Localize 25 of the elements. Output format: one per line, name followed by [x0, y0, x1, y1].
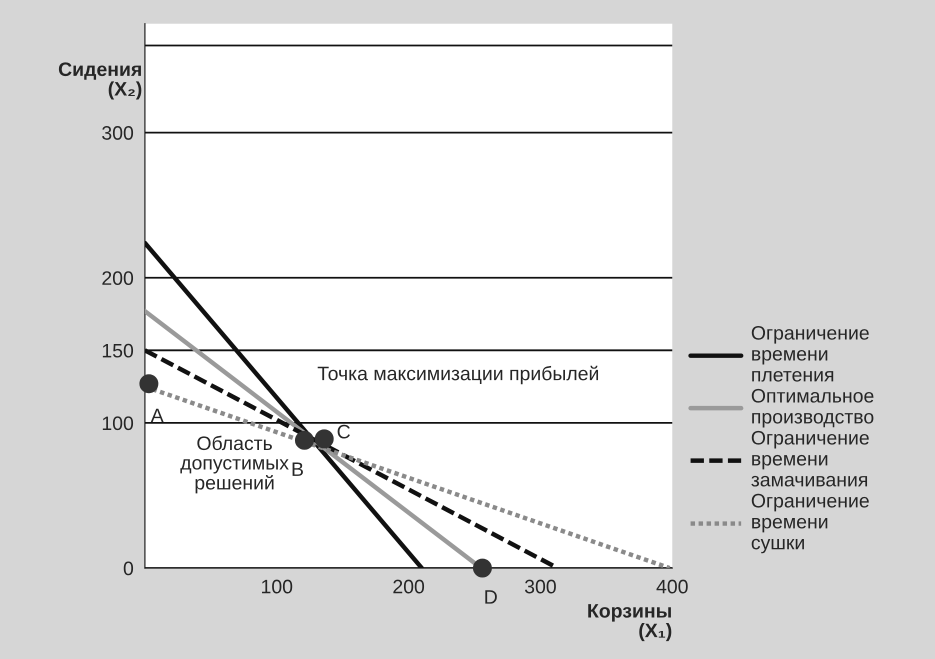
- x-tick-label: 100: [262, 580, 292, 594]
- point: [294, 430, 314, 450]
- point: [314, 429, 334, 448]
- point: [139, 374, 158, 394]
- y-tick-label: 0: [124, 562, 134, 576]
- x-axis-title: Корзины (X₁): [588, 604, 672, 642]
- annotation: A: [150, 408, 164, 422]
- y-tick-label: 200: [102, 271, 134, 285]
- annotation: Область допустимых решений: [180, 436, 289, 494]
- annotation: B: [292, 462, 303, 476]
- x-tick-label: 400: [656, 580, 688, 594]
- annotation: D: [485, 590, 497, 604]
- y-tick-label: 150: [102, 344, 134, 358]
- legend-label: Ограничение времени замачивания: [751, 430, 869, 487]
- annotation: Точка максимизации прибылей: [318, 366, 598, 384]
- y-axis-title: Сидения (X₂): [58, 62, 142, 100]
- legend-label: Ограничение времени сушки: [752, 494, 869, 554]
- legend-label: Ограничение времени плетения: [752, 326, 869, 382]
- x-tick-label: 200: [393, 580, 424, 594]
- legend-label: Оптимальное производство: [752, 388, 874, 428]
- annotation: C: [338, 424, 350, 439]
- point: [472, 558, 492, 578]
- y-tick-label: 100: [102, 416, 134, 430]
- y-tick-label: 300: [102, 126, 134, 140]
- x-tick-label: 300: [524, 580, 556, 594]
